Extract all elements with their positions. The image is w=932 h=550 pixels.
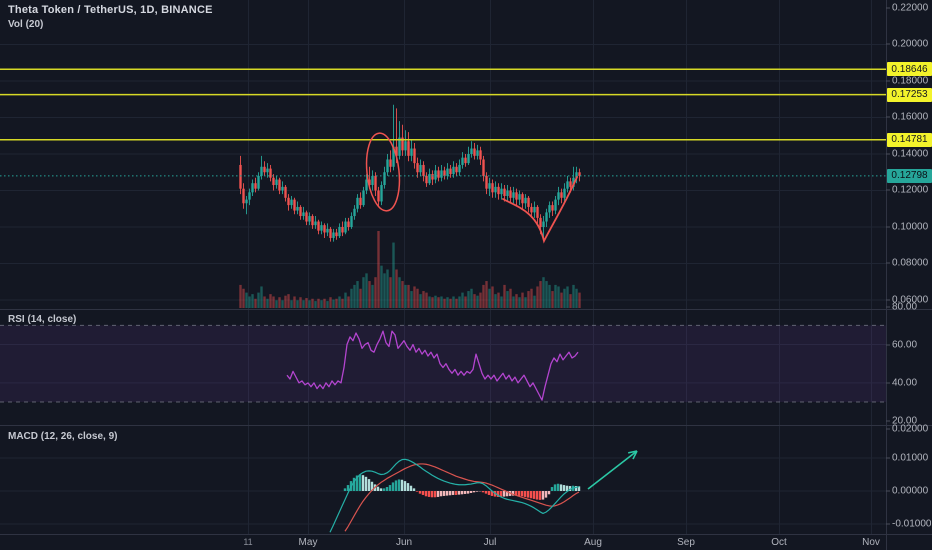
price-tick-label: 0.22000 xyxy=(892,2,929,14)
price-tick-label: 0.18000 xyxy=(892,75,929,87)
time-tick-label: Sep xyxy=(677,537,695,548)
arrow-head-icon xyxy=(628,450,638,460)
price-tick-label: 0.12000 xyxy=(892,184,929,196)
macd-line xyxy=(329,458,580,533)
axis-tick-marks xyxy=(886,7,890,525)
time-tick-label: Nov xyxy=(862,537,880,548)
level-price-badge: 0.14781 xyxy=(887,132,932,147)
price-tick-label: 80.00 xyxy=(892,301,918,313)
price-tick-label: 20.00 xyxy=(892,415,918,427)
curve-annotation[interactable] xyxy=(502,176,578,244)
time-tick-label: 11 xyxy=(243,537,253,547)
price-tick-label: 0.20000 xyxy=(892,38,929,50)
price-tick-label: 0.10000 xyxy=(892,221,929,233)
price-tick-label: 0.00000 xyxy=(892,485,929,497)
level-price-badge: 0.17253 xyxy=(887,87,932,102)
symbol-legend[interactable]: Theta Token / TetherUS, 1D, BINANCE xyxy=(8,4,213,16)
time-tick-label: Jun xyxy=(395,537,413,548)
rsi-indicator-legend[interactable]: RSI (14, close) xyxy=(8,314,77,325)
price-tick-label: 40.00 xyxy=(892,377,918,389)
time-axis[interactable]: 11 May Jun Jul Aug Sep Oct Nov xyxy=(0,536,886,550)
time-tick-label: May xyxy=(298,537,318,548)
trend-arrow-annotation[interactable] xyxy=(587,450,638,490)
ellipse-annotation[interactable] xyxy=(363,132,403,213)
price-tick-label: 0.01000 xyxy=(892,452,929,464)
price-axis[interactable]: 0.22000 0.20000 0.18000 0.16000 0.14000 0.120… xyxy=(887,0,932,535)
time-tick-label: Aug xyxy=(584,537,602,548)
drawing-annotations[interactable] xyxy=(363,132,638,490)
price-tick-label: 0.16000 xyxy=(892,111,929,123)
price-tick-label: 0.06000 xyxy=(892,294,929,306)
price-level-lines xyxy=(0,68,886,141)
price-tick-label: 0.02000 xyxy=(892,423,929,435)
grid-lines xyxy=(0,0,886,535)
price-tick-label: -0.01000 xyxy=(892,518,932,530)
time-tick-label: Jul xyxy=(483,537,497,548)
rsi-band xyxy=(0,324,886,403)
price-tick-label: 0.14000 xyxy=(892,148,929,160)
rsi-line xyxy=(286,330,579,401)
level-price-badge: 0.18646 xyxy=(887,62,932,77)
last-price-badge: 0.12798 xyxy=(887,168,932,183)
time-tick-label: Oct xyxy=(771,537,787,548)
price-tick-label: 0.08000 xyxy=(892,257,929,269)
price-tick-label: 60.00 xyxy=(892,339,918,351)
candlesticks xyxy=(239,104,581,242)
volume-indicator-legend[interactable]: Vol (20) xyxy=(8,19,44,30)
macd-indicator-legend[interactable]: MACD (12, 26, close, 9) xyxy=(8,431,118,442)
volume-bars xyxy=(239,231,581,308)
macd-signal-line xyxy=(344,463,580,532)
